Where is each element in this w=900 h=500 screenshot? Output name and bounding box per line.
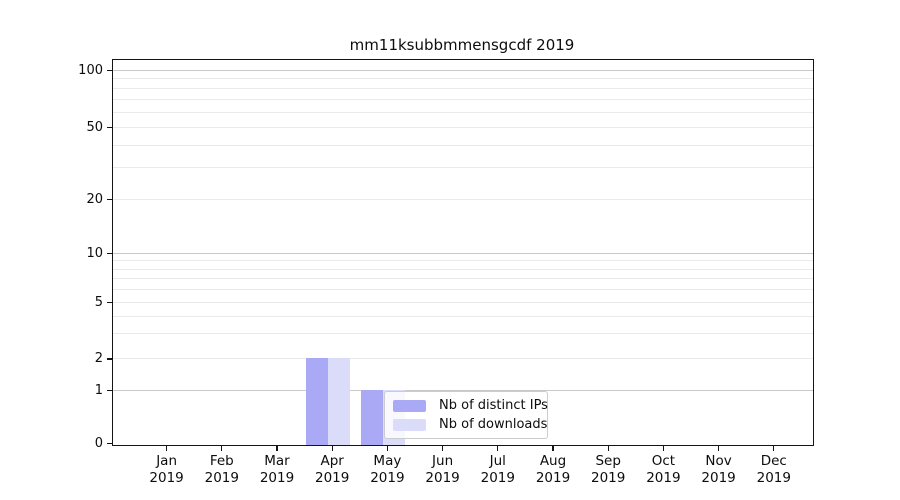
gridline-minor <box>113 111 813 113</box>
x-axis-tick-label: May 2019 <box>357 453 417 487</box>
x-axis-tick <box>552 446 554 451</box>
x-tick-month: Jun <box>432 453 454 469</box>
x-axis-tick-label: Jan 2019 <box>137 453 197 487</box>
x-axis-tick-label: Oct 2019 <box>633 453 693 487</box>
gridline-major <box>113 69 813 71</box>
gridline-minor <box>113 99 813 101</box>
gridline-minor <box>113 260 813 262</box>
y-axis-tick <box>107 127 112 129</box>
gridline-minor <box>113 301 813 303</box>
x-axis-tick-label: Apr 2019 <box>302 453 362 487</box>
x-axis-tick <box>718 446 720 451</box>
legend-swatch <box>393 399 426 412</box>
legend-swatch <box>393 418 426 431</box>
y-axis-tick <box>107 252 112 254</box>
y-axis-tick-label: 10 <box>86 245 103 261</box>
x-tick-year: 2019 <box>149 470 184 486</box>
chart-title: mm11ksubbmmensgcdf 2019 <box>349 36 575 54</box>
gridline-minor <box>113 277 813 279</box>
x-tick-year: 2019 <box>756 470 791 486</box>
x-axis-tick-label: Feb 2019 <box>192 453 252 487</box>
bar-downloads <box>328 358 351 445</box>
x-tick-year: 2019 <box>425 470 460 486</box>
gridline-minor <box>113 198 813 200</box>
y-axis-tick <box>107 301 112 303</box>
legend-item: Nb of downloads <box>393 417 547 432</box>
bar-distinct-ips <box>306 358 329 445</box>
x-axis-tick-label: Mar 2019 <box>247 453 307 487</box>
x-tick-month: Aug <box>539 453 567 469</box>
x-tick-year: 2019 <box>646 470 681 486</box>
x-tick-month: Jan <box>156 453 177 469</box>
x-axis-tick-label: Jun 2019 <box>413 453 473 487</box>
x-axis-tick-label: Aug 2019 <box>523 453 583 487</box>
gridline-minor <box>113 358 813 360</box>
x-axis-tick <box>662 446 665 451</box>
legend-label: Nb of distinct IPs <box>439 398 548 413</box>
x-axis-tick <box>331 446 333 451</box>
x-tick-year: 2019 <box>370 470 405 486</box>
y-axis-tick-label: 100 <box>78 62 103 78</box>
x-tick-month: May <box>373 453 402 469</box>
legend-label: Nb of downloads <box>439 417 548 432</box>
gridline-minor <box>113 127 813 128</box>
x-tick-month: Dec <box>760 453 787 469</box>
legend: Nb of distinct IPs Nb of downloads <box>384 391 548 439</box>
gridline-major <box>113 389 813 391</box>
legend-item: Nb of distinct IPs <box>393 398 548 413</box>
x-tick-year: 2019 <box>259 470 295 486</box>
x-tick-year: 2019 <box>315 470 350 486</box>
x-axis-tick-label: Sep 2019 <box>578 453 638 487</box>
y-axis-tick-label: 20 <box>86 191 103 207</box>
x-axis-tick-label: Dec 2019 <box>744 453 804 487</box>
x-axis-tick-label: Jul 2019 <box>468 453 528 487</box>
x-axis-tick <box>166 446 168 451</box>
y-axis-tick <box>107 443 112 445</box>
gridline-minor <box>113 78 813 80</box>
gridline-minor <box>113 88 813 89</box>
x-tick-year: 2019 <box>535 470 571 486</box>
y-axis-tick <box>107 198 112 200</box>
gridline-major <box>113 252 813 254</box>
x-tick-month: Oct <box>651 453 676 469</box>
gridline-minor <box>113 315 813 317</box>
y-axis-tick-label: 0 <box>94 436 103 451</box>
gridline-minor <box>113 144 813 146</box>
x-axis-tick <box>386 446 389 451</box>
x-axis-tick <box>221 446 223 451</box>
y-axis-tick-label: 5 <box>94 294 103 310</box>
gridline-minor <box>113 167 813 168</box>
x-tick-year: 2019 <box>701 470 736 486</box>
y-axis-tick-label: 1 <box>94 382 103 398</box>
bar-distinct-ips <box>361 389 384 445</box>
x-axis-tick <box>607 446 609 451</box>
x-axis-tick <box>276 446 278 451</box>
plot-area: 0 1 2 5 10 20 50 100 Jan 2019 Feb 2019 Mar 2019 Apr 201… <box>78 59 814 486</box>
y-axis-tick <box>107 69 112 71</box>
y-axis-tick-label: 50 <box>86 120 103 135</box>
x-axis-tick-label: Nov 2019 <box>689 453 749 487</box>
x-axis-tick <box>442 446 444 451</box>
x-tick-month: Feb <box>209 453 234 469</box>
x-axis-tick <box>773 446 775 451</box>
x-tick-month: Sep <box>595 453 621 469</box>
gridline-minor <box>113 268 813 270</box>
y-axis-tick <box>107 389 112 391</box>
x-tick-year: 2019 <box>204 470 239 486</box>
x-tick-year: 2019 <box>480 470 515 486</box>
y-axis-tick-label: 2 <box>94 351 103 367</box>
gridline-minor <box>113 288 813 290</box>
x-tick-month: Mar <box>264 453 290 469</box>
x-tick-month: Nov <box>705 453 732 469</box>
x-tick-year: 2019 <box>591 470 626 486</box>
x-tick-month: Jul <box>489 453 506 469</box>
gridline-minor <box>113 333 813 335</box>
x-axis-tick <box>497 446 499 451</box>
y-axis-tick <box>107 358 112 360</box>
x-tick-month: Apr <box>320 453 344 469</box>
